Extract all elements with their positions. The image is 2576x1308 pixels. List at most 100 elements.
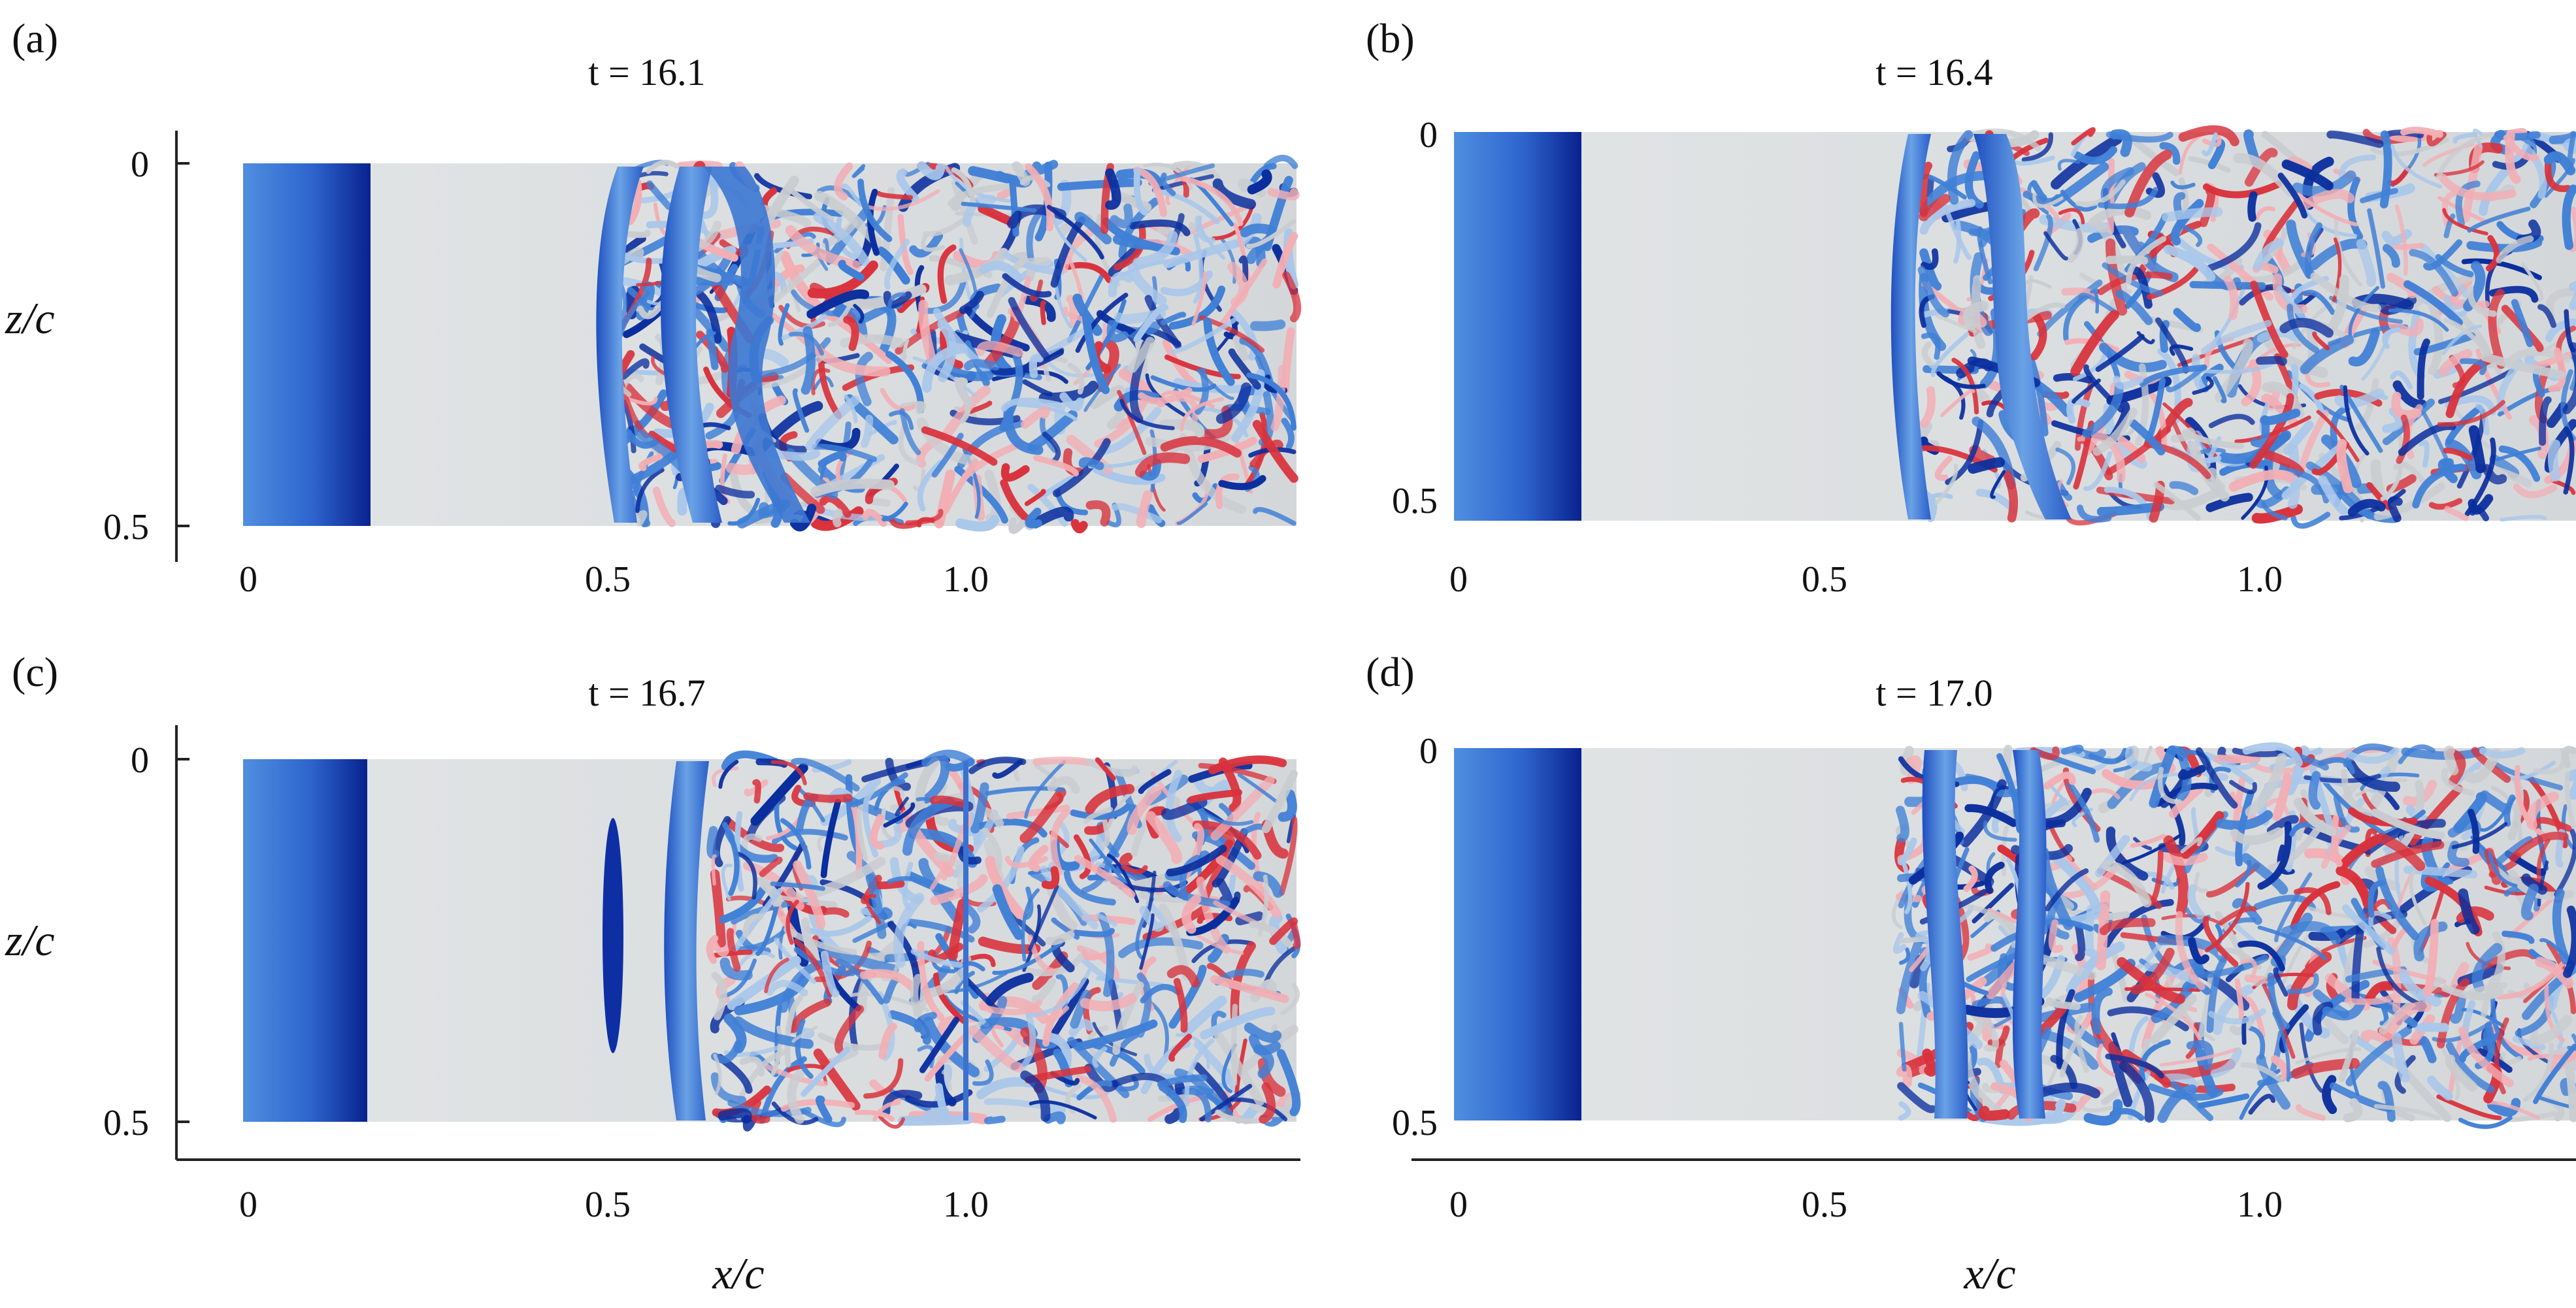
vortex-filament bbox=[889, 410, 914, 431]
vortex-filament bbox=[861, 414, 874, 448]
vortex-filament bbox=[1897, 837, 1917, 866]
vortex-filament bbox=[2149, 391, 2168, 450]
x-tick-label: 1.0 bbox=[2237, 559, 2283, 600]
vortex-filament bbox=[2099, 342, 2167, 372]
vortex-filament bbox=[2522, 143, 2547, 199]
vortex-filament bbox=[1237, 773, 1278, 804]
vortex-filament bbox=[1898, 1022, 1907, 1072]
vortex-filament bbox=[2438, 174, 2517, 201]
vortex-filament bbox=[2197, 361, 2275, 374]
vortex-filament bbox=[1181, 1088, 1212, 1122]
vortex-filament bbox=[2242, 996, 2266, 1038]
vortex-filament bbox=[2250, 280, 2288, 359]
vortex-filament bbox=[819, 907, 850, 918]
vortex-filament bbox=[2210, 1047, 2243, 1078]
vortex-filament bbox=[1024, 760, 1066, 819]
vortex-filament bbox=[2162, 206, 2223, 222]
vortex-filament bbox=[1180, 397, 1224, 432]
vortex-filament bbox=[718, 759, 739, 789]
vortex-filament bbox=[2248, 1094, 2276, 1115]
vortex-filament bbox=[1065, 1083, 1082, 1114]
vortex-filament bbox=[1244, 1022, 1282, 1043]
vortex-filament bbox=[2220, 759, 2258, 770]
spanwise-vortex-roller bbox=[596, 167, 644, 523]
x-tick-label: 0 bbox=[239, 1185, 257, 1225]
vortex-filament bbox=[2308, 771, 2321, 810]
vortex-filament bbox=[2376, 832, 2426, 872]
vortex-filament bbox=[784, 926, 857, 955]
vortex-filament bbox=[1119, 399, 1175, 431]
vortex-filament bbox=[2139, 364, 2207, 387]
vortex-filament bbox=[1231, 1004, 1238, 1087]
z-tick-label: 0.5 bbox=[103, 507, 149, 548]
vortex-filament bbox=[2539, 396, 2552, 446]
vortex-filament bbox=[1922, 1048, 1937, 1077]
vortex-filament bbox=[1989, 785, 2009, 814]
vortex-filament bbox=[1026, 968, 1091, 1018]
vortex-filament bbox=[985, 973, 1034, 1006]
vortex-filament bbox=[2441, 324, 2483, 355]
vortex-filament bbox=[1182, 995, 1227, 1036]
vortex-filament bbox=[2119, 1060, 2155, 1123]
vortex-filament bbox=[1068, 1019, 1094, 1038]
vortex-filament bbox=[850, 772, 908, 808]
vortex-filament bbox=[867, 419, 897, 436]
vortex-filament bbox=[1984, 1019, 2000, 1052]
vortex-filament bbox=[963, 359, 1000, 371]
vortex-filament bbox=[1896, 937, 1924, 1015]
vortex-filament bbox=[921, 343, 968, 393]
vortex-filament bbox=[1105, 168, 1121, 210]
vortex-filament bbox=[1159, 419, 1205, 438]
vortex-filament bbox=[2088, 206, 2152, 227]
vortex-filament bbox=[2171, 958, 2205, 975]
vortex-filament bbox=[2396, 414, 2410, 465]
vortex-filament bbox=[1038, 380, 1098, 404]
panel-d: (d) t = 17.0 0 0.5 0 0.5 1.0 x/c bbox=[1366, 649, 2576, 1298]
vortex-filament bbox=[2488, 851, 2518, 888]
vortex-filament bbox=[804, 915, 872, 937]
vortex-filament bbox=[2060, 189, 2098, 212]
vortex-filament bbox=[2339, 489, 2406, 521]
vortex-filament bbox=[1070, 519, 1088, 534]
vortex-filament bbox=[2129, 419, 2166, 456]
vortex-filament bbox=[2036, 787, 2092, 828]
vortex-filament bbox=[813, 212, 870, 267]
vortex-filament bbox=[1070, 803, 1132, 820]
vortex-filament bbox=[1921, 332, 1941, 360]
vortex-filament bbox=[2277, 172, 2308, 219]
vortex-filament bbox=[646, 180, 672, 210]
x-tick-label: 1.0 bbox=[2237, 1185, 2283, 1225]
vortex-filament bbox=[1042, 431, 1061, 464]
vortex-filament bbox=[835, 450, 853, 485]
vortex-filament bbox=[2117, 957, 2185, 1004]
vortex-filament bbox=[2458, 888, 2480, 935]
vortex-filament bbox=[2326, 130, 2384, 148]
vortex-filament bbox=[1085, 500, 1111, 527]
vortex-filament bbox=[721, 864, 733, 901]
vortex-filament bbox=[2464, 437, 2496, 517]
vortex-filament bbox=[897, 214, 914, 276]
vortex-filament bbox=[2205, 493, 2253, 512]
vortex-filament bbox=[1143, 163, 1193, 190]
vortex-filament bbox=[1267, 188, 1300, 201]
vortex-filament bbox=[787, 1070, 804, 1124]
vortex-filament bbox=[930, 795, 969, 809]
vortex-filament bbox=[1898, 1101, 1911, 1121]
vortex-filament bbox=[2491, 836, 2534, 869]
vortex-filament bbox=[2279, 318, 2334, 338]
vortex-filament bbox=[2097, 271, 2173, 295]
vortex-filament bbox=[2390, 144, 2443, 189]
vortex-filament bbox=[1029, 353, 1044, 378]
leading-edge-vortex-sheet bbox=[243, 759, 367, 1122]
leading-edge-vortex-sheet bbox=[1454, 748, 1581, 1120]
vortex-filament bbox=[2507, 896, 2556, 940]
vortex-filament bbox=[2205, 881, 2250, 953]
vortex-filament bbox=[2382, 398, 2435, 446]
vortex-filament bbox=[2002, 470, 2019, 523]
vortex-filament bbox=[706, 826, 719, 859]
vortex-filament bbox=[2368, 880, 2386, 918]
vortex-filament bbox=[801, 1109, 846, 1128]
vortex-filament bbox=[1066, 295, 1079, 329]
vortex-filament bbox=[1024, 489, 1046, 506]
